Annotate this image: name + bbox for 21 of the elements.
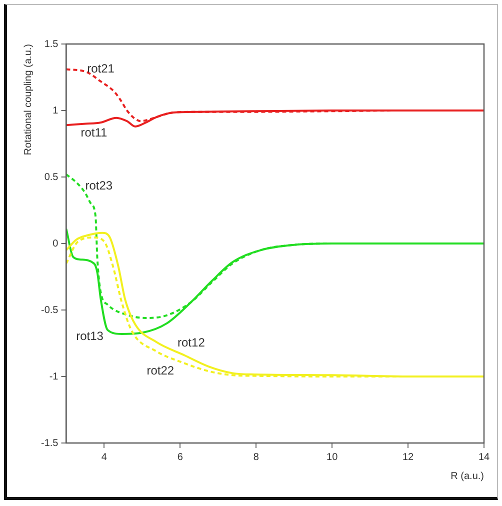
- y-tick-label: 0: [52, 238, 59, 250]
- series-label: rot23: [85, 178, 113, 193]
- x-tick-label: 10: [326, 452, 338, 463]
- series-label: rot13: [76, 328, 104, 343]
- series-label: rot11: [80, 125, 108, 140]
- series-label: rot22: [146, 363, 174, 378]
- y-tick-label: 1: [52, 105, 59, 116]
- y-tick-label: 1.5: [44, 38, 59, 50]
- x-axis-title: R (a.u.): [450, 470, 484, 482]
- x-tick-label: 6: [177, 452, 184, 463]
- x-tick-label: 8: [253, 452, 260, 463]
- x-tick-label: 4: [101, 452, 108, 463]
- x-tick-label: 14: [478, 452, 490, 463]
- series-label: rot21: [87, 62, 115, 76]
- y-tick-label: 0.5: [44, 172, 59, 183]
- y-tick-label: -1.5: [40, 438, 59, 449]
- x-tick-label: 12: [402, 452, 414, 463]
- y-tick-label: -1: [49, 371, 59, 382]
- y-tick-label: -0.5: [40, 304, 59, 316]
- series-label: rot12: [178, 336, 206, 350]
- y-axis-title: Rotational coupling (a.u.): [22, 44, 34, 156]
